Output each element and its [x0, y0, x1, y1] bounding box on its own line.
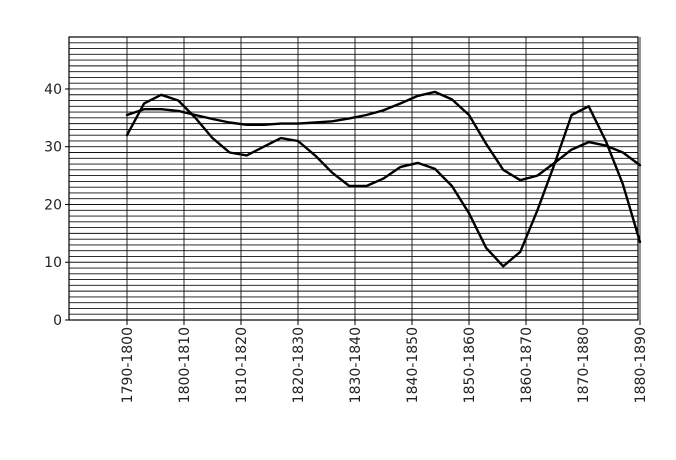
x-tick-label: 1820-1830	[291, 327, 307, 403]
series-line-1	[125, 93, 642, 268]
x-tick-label: 1810-1820	[234, 327, 250, 403]
x-axis: 1790-1800 1800-1810 1810-1820 1820-1830 1830…	[120, 320, 649, 403]
chart-grid	[69, 37, 641, 320]
x-tick-label: 1850-1860	[462, 327, 478, 403]
y-axis: 0 10 20 30 40	[44, 82, 69, 329]
y-tick-label: 20	[44, 197, 62, 213]
y-tick-label: 10	[44, 255, 62, 271]
y-tick-label: 0	[53, 313, 62, 329]
x-tick-label: 1860-1870	[519, 327, 535, 403]
x-tick-label: 1800-1810	[177, 327, 193, 403]
chart-series-layer	[125, 90, 642, 268]
y-tick-label: 30	[44, 140, 62, 156]
x-tick-label: 1870-1880	[576, 327, 592, 403]
series-line-2	[125, 90, 642, 182]
x-tick-label: 1880-1890	[633, 327, 649, 403]
x-tick-label: 1840-1850	[405, 327, 421, 403]
plot-frame	[68, 36, 639, 321]
x-tick-label: 1790-1800	[120, 327, 136, 403]
x-tick-label: 1830-1840	[348, 327, 364, 403]
y-tick-label: 40	[44, 82, 62, 98]
